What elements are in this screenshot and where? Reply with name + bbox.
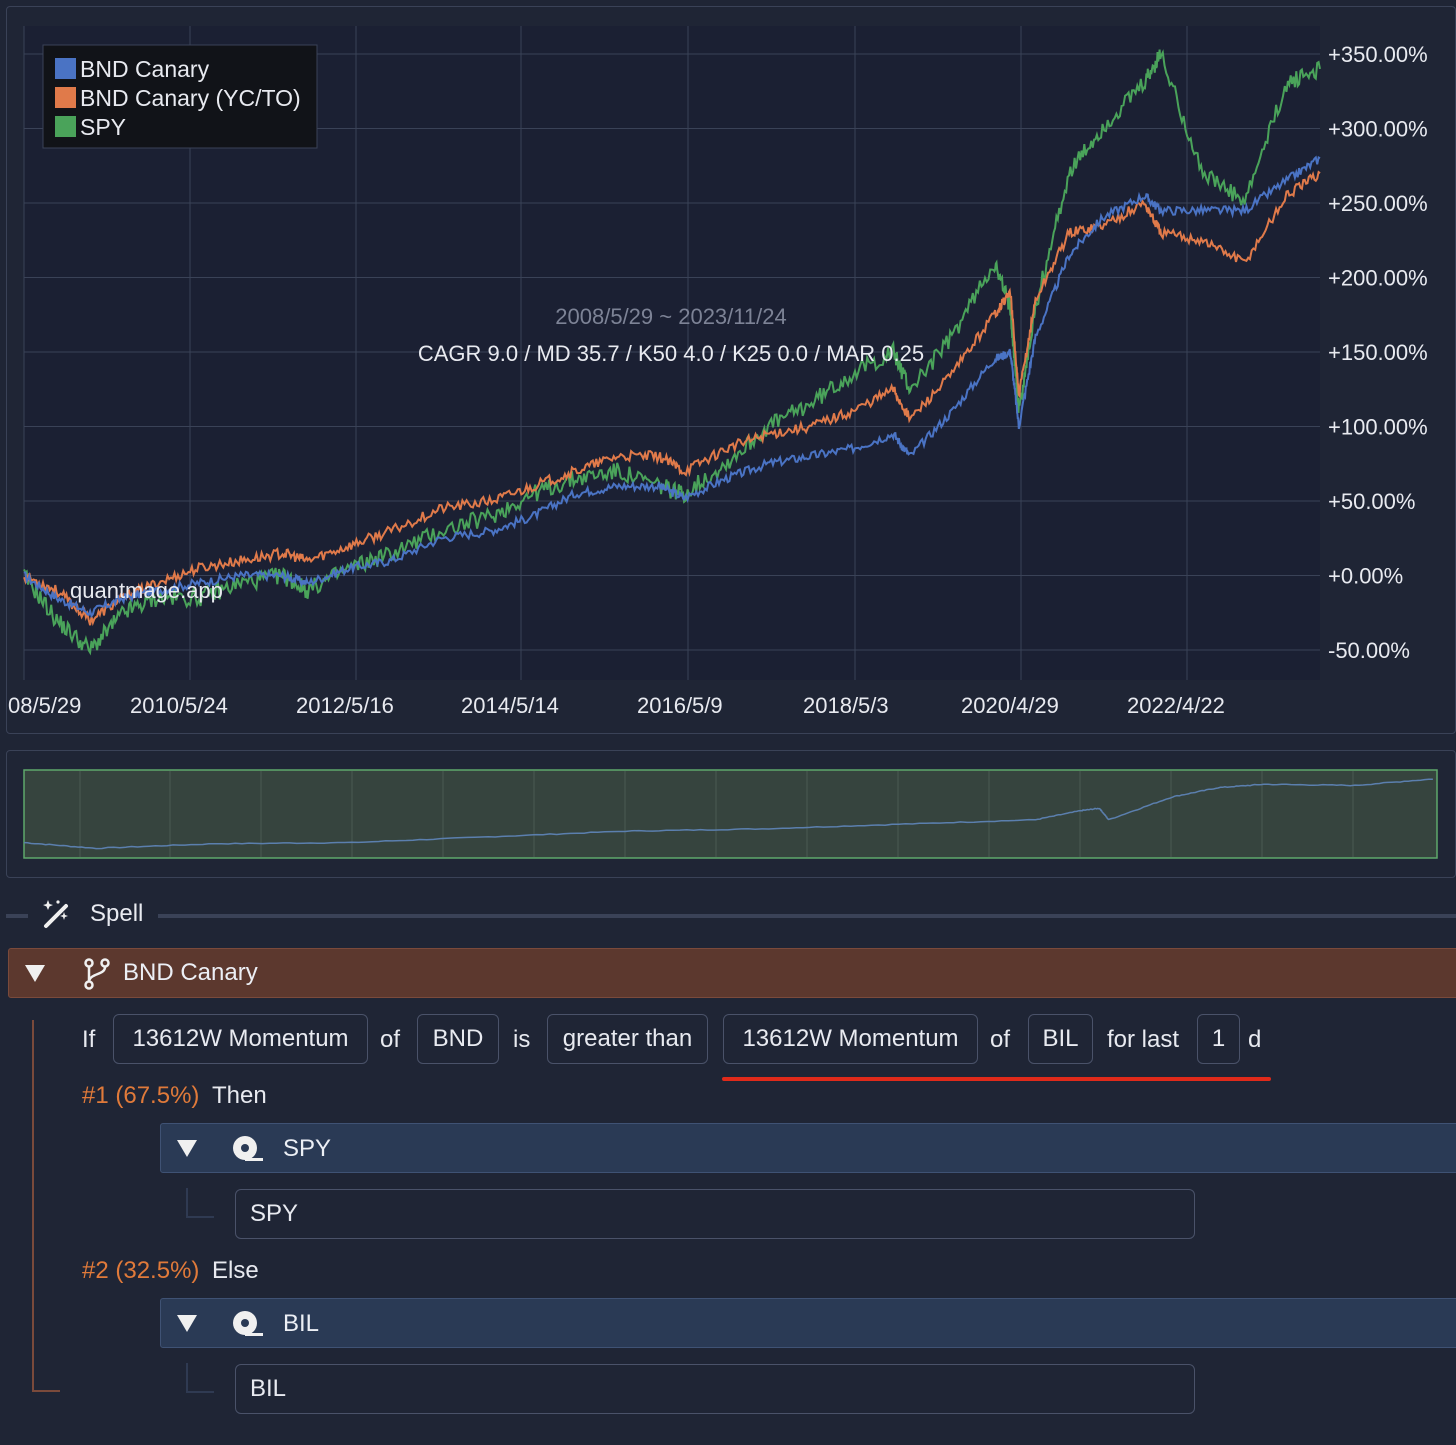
days-unit-label: d: [1248, 1026, 1262, 1053]
else-label: Else: [212, 1257, 259, 1284]
legend: BND Canary BND Canary (YC/TO) SPY: [42, 44, 318, 149]
collapse-triangle-icon[interactable]: [25, 965, 45, 982]
legend-swatch-bnd-canary-yc-to: [55, 87, 76, 108]
branch-title: BND Canary: [123, 959, 258, 986]
y-tick-label: +250.00%: [1328, 191, 1428, 216]
y-tick-label: +150.00%: [1328, 340, 1428, 365]
leaf-asset-field[interactable]: SPY: [235, 1189, 1195, 1239]
y-tick-label: +50.00%: [1328, 489, 1415, 514]
if-label: If: [82, 1026, 96, 1053]
x-tick-label: 2022/4/22: [1127, 693, 1225, 718]
left-asset-field[interactable]: BND: [417, 1014, 499, 1064]
tree-connector-end: [32, 1390, 60, 1392]
right-asset-field[interactable]: BIL: [1028, 1014, 1093, 1064]
x-tick-label: 08/5/29: [8, 693, 81, 718]
series-line-spy: [23, 49, 1321, 656]
stats-label: CAGR 9.0 / MD 35.7 / K50 4.0 / K25 0.0 /…: [418, 341, 924, 366]
collapse-triangle-icon[interactable]: [177, 1140, 197, 1157]
asset-header-bil[interactable]: BIL: [160, 1298, 1456, 1348]
range-navigator[interactable]: [0, 0, 1456, 890]
right-indicator-select[interactable]: 13612W Momentum: [723, 1014, 978, 1064]
branch-header-bnd-canary[interactable]: BND Canary: [8, 948, 1456, 998]
legend-label-bnd-canary-yc-to[interactable]: BND Canary (YC/TO): [80, 85, 301, 111]
asset-title: BIL: [283, 1310, 320, 1337]
then-label: Then: [212, 1082, 267, 1109]
x-tick-label: 2020/4/29: [961, 693, 1059, 718]
condition-row: If 13612W Momentum of BND is greater tha…: [0, 1014, 1456, 1066]
collapse-triangle-icon[interactable]: [177, 1315, 197, 1332]
y-tick-label: +0.00%: [1328, 564, 1403, 589]
case-1-label: #1 (67.5%): [82, 1082, 200, 1109]
y-tick-label: +300.00%: [1328, 117, 1428, 142]
series-line-bnd-canary-yc-to-: [23, 170, 1321, 627]
series-line-bnd-canary: [23, 155, 1321, 619]
leaf-connector-h: [186, 1391, 214, 1393]
magic-wand-icon: [43, 900, 68, 928]
y-tick-label: -50.00%: [1328, 638, 1410, 663]
is-label: is: [513, 1026, 531, 1053]
legend-label-spy[interactable]: SPY: [80, 114, 126, 140]
watermark: quantmage.app: [70, 578, 223, 603]
legend-swatch-spy: [55, 116, 76, 137]
legend-label-bnd-canary[interactable]: BND Canary: [80, 56, 210, 82]
leaf-connector: [186, 1363, 188, 1393]
asset-tape-icon: [233, 1311, 263, 1336]
case-2-label: #2 (32.5%): [82, 1257, 200, 1284]
spell-section-header: Spell: [0, 894, 1456, 934]
spell-label: Spell: [90, 900, 144, 927]
navigator-line: [23, 778, 1433, 850]
for-last-label: for last: [1107, 1026, 1180, 1053]
of-label: of: [380, 1026, 401, 1053]
leaf-asset-field[interactable]: BIL: [235, 1364, 1195, 1414]
x-tick-label: 2012/5/16: [296, 693, 394, 718]
leaf-connector-h: [186, 1216, 214, 1218]
x-tick-label: 2014/5/14: [461, 693, 559, 718]
divider-left: [6, 914, 28, 918]
highlight-underline: [722, 1077, 1271, 1081]
tree-connector: [32, 1020, 34, 1392]
of-label-2: of: [990, 1026, 1011, 1053]
asset-title: SPY: [283, 1135, 332, 1162]
y-tick-label: +100.00%: [1328, 415, 1428, 440]
legend-swatch-bnd-canary: [55, 58, 76, 79]
navigator-selection[interactable]: [23, 769, 1438, 859]
y-tick-label: +200.00%: [1328, 266, 1428, 291]
days-input[interactable]: 1: [1197, 1014, 1240, 1064]
backtest-chart[interactable]: +350.00% +300.00% +250.00% +200.00% +150.00%…: [0, 0, 1456, 740]
x-tick-label: 2010/5/24: [130, 693, 228, 718]
comparator-select[interactable]: greater than: [547, 1014, 708, 1064]
date-range-label: 2008/5/29 ~ 2023/11/24: [555, 304, 786, 329]
asset-header-spy[interactable]: SPY: [160, 1123, 1456, 1173]
leaf-connector: [186, 1188, 188, 1218]
x-tick-label: 2018/5/3: [803, 693, 889, 718]
asset-tape-icon: [233, 1136, 263, 1161]
left-indicator-select[interactable]: 13612W Momentum: [113, 1014, 368, 1064]
y-tick-label: +350.00%: [1328, 42, 1428, 67]
divider-right: [158, 914, 1456, 918]
git-branch-icon: [84, 958, 110, 990]
x-tick-label: 2016/5/9: [637, 693, 723, 718]
